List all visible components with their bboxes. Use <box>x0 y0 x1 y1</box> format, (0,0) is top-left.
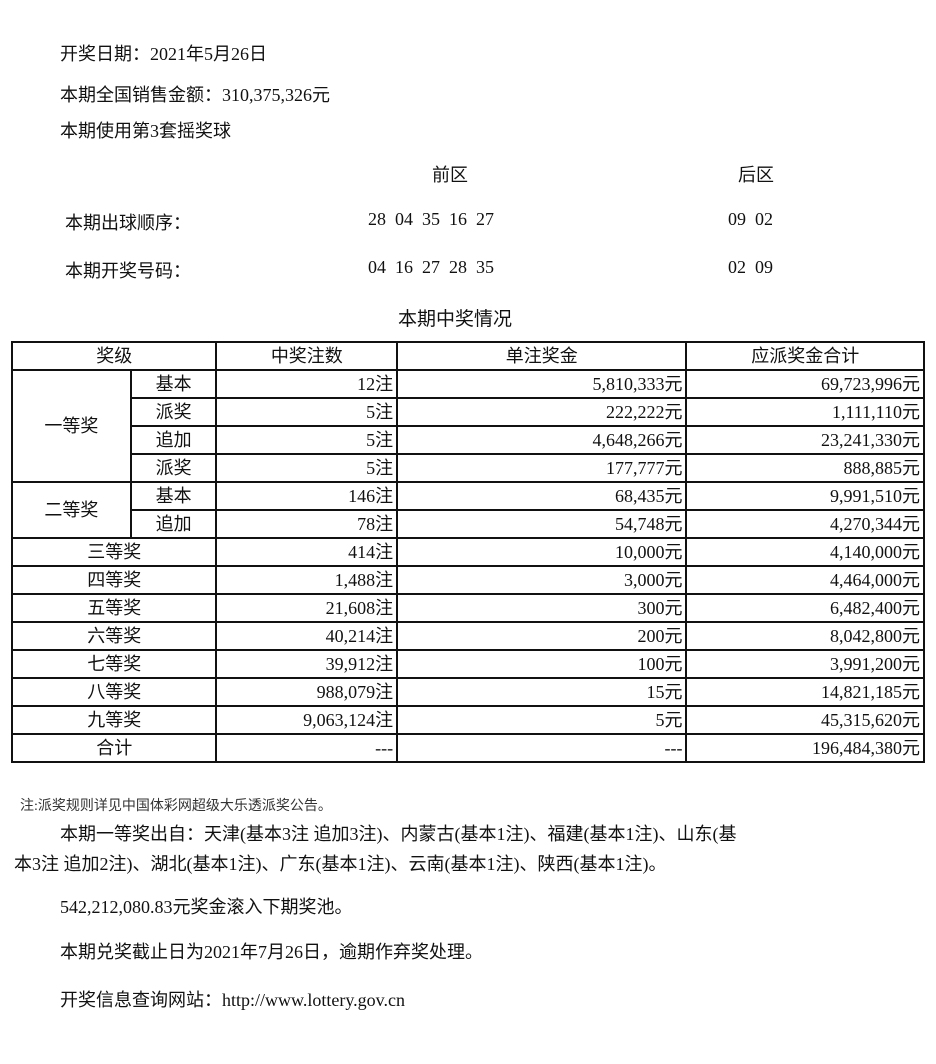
header-count: 中奖注数 <box>215 341 399 371</box>
front-zone-label: 前区 <box>432 165 468 185</box>
unit-prize: 200元 <box>396 621 688 651</box>
prize-sublevel: 派奖 <box>129 397 218 427</box>
total-prize: 888,885元 <box>685 453 925 483</box>
winner-count: 414注 <box>215 537 399 567</box>
prize-level: 八等奖 <box>10 677 218 707</box>
table-row: 二等奖 基本 146注 68,435元 9,991,510元 <box>11 481 925 539</box>
table-row: 追加 5注 4,648,266元 23,241,330元 <box>12 425 925 455</box>
prize-level: 四等奖 <box>10 565 218 595</box>
winner-count: 21,608注 <box>215 593 399 623</box>
total-prize: 4,464,000元 <box>685 565 925 595</box>
prize-table: 奖级 中奖注数 单注奖金 应派奖金合计 一等奖 基本 12注 5,810,333元 69… <box>10 341 925 763</box>
draw-order-back: 09 02 <box>728 209 773 229</box>
header-total: 应派奖金合计 <box>685 341 925 371</box>
winner-count: 1,488注 <box>215 565 399 595</box>
ball-set: 本期使用第3套摇奖球 <box>60 121 231 141</box>
unit-prize: 222,222元 <box>396 397 688 427</box>
jackpot-pool: 542,212,080.83元奖金滚入下期奖池。 <box>60 897 353 917</box>
total-prize: 4,140,000元 <box>685 537 925 567</box>
table-row: 五等奖 21,608注 300元 6,482,400元 <box>10 593 925 623</box>
prize-sublevel: 追加 <box>129 425 218 455</box>
table-row: 九等奖 9,063,124注 5元 45,315,620元 <box>10 705 925 735</box>
prize-level: 六等奖 <box>10 621 218 651</box>
table-title: 本期中奖情况 <box>398 309 513 330</box>
total-prize: 4,270,344元 <box>685 509 925 539</box>
total-prize: 23,241,330元 <box>685 425 925 455</box>
winner-count: 5注 <box>215 425 399 455</box>
unit-prize: 10,000元 <box>396 537 688 567</box>
table-row: 七等奖 39,912注 100元 3,991,200元 <box>10 649 925 679</box>
table-row: 六等奖 40,214注 200元 8,042,800元 <box>10 621 925 651</box>
draw-date: 开奖日期：2021年5月26日 <box>60 44 267 64</box>
unit-prize: 100元 <box>396 649 688 679</box>
winner-count: 988,079注 <box>215 677 399 707</box>
unit-prize: 300元 <box>396 593 688 623</box>
unit-prize: 15元 <box>396 677 688 707</box>
winner-count: 5注 <box>215 397 399 427</box>
total-prize: 196,484,380元 <box>685 733 925 763</box>
table-row: 三等奖 414注 10,000元 4,140,000元 <box>10 537 925 567</box>
header-unit: 单注奖金 <box>396 341 688 371</box>
table-row: 合计 --- --- 196,484,380元 <box>10 733 925 763</box>
total-prize: 45,315,620元 <box>685 705 925 735</box>
prize-level: 九等奖 <box>10 705 218 735</box>
table-row: 一等奖 基本 12注 5,810,333元 69,723,996元 <box>11 369 925 483</box>
sales-amount: 本期全国销售金额：310,375,326元 <box>60 85 330 105</box>
footnote: 注:派奖规则详见中国体彩网超级大乐透派奖公告。 <box>20 799 332 814</box>
winning-numbers-label: 本期开奖号码： <box>65 261 191 281</box>
winner-count: 12注 <box>215 369 399 399</box>
table-row: 追加 78注 54,748元 4,270,344元 <box>12 509 925 539</box>
prize-level: 一等奖 <box>11 369 132 483</box>
prize-level: 七等奖 <box>10 649 218 679</box>
draw-order-label: 本期出球顺序： <box>65 213 191 233</box>
table-row: 四等奖 1,488注 3,000元 4,464,000元 <box>10 565 925 595</box>
winner-count: 78注 <box>215 509 399 539</box>
unit-prize: 5,810,333元 <box>396 369 688 399</box>
prize-level: 二等奖 <box>11 481 132 539</box>
prize-sublevel: 基本 <box>129 481 218 511</box>
unit-prize: 5元 <box>396 705 688 735</box>
winning-numbers-back: 02 09 <box>728 257 773 277</box>
total-prize: 14,821,185元 <box>685 677 925 707</box>
winners-line-2: 本3注 追加2注)、湖北(基本1注)、广东(基本1注)、云南(基本1注)、陕西(… <box>14 854 667 874</box>
total-prize: 6,482,400元 <box>685 593 925 623</box>
claim-deadline: 本期兑奖截止日为2021年7月26日，逾期作弃奖处理。 <box>60 942 483 962</box>
unit-prize: 68,435元 <box>396 481 688 511</box>
unit-prize: 177,777元 <box>396 453 688 483</box>
winner-count: 40,214注 <box>215 621 399 651</box>
prize-level: 合计 <box>10 733 218 763</box>
unit-prize: --- <box>396 733 688 763</box>
table-header-row: 奖级 中奖注数 单注奖金 应派奖金合计 <box>10 341 925 371</box>
prize-sublevel: 基本 <box>129 369 218 399</box>
total-prize: 69,723,996元 <box>685 369 925 399</box>
table-row: 派奖 5注 177,777元 888,885元 <box>12 453 925 483</box>
table-row: 八等奖 988,079注 15元 14,821,185元 <box>10 677 925 707</box>
winner-count: 5注 <box>215 453 399 483</box>
total-prize: 8,042,800元 <box>685 621 925 651</box>
winner-count: 9,063,124注 <box>215 705 399 735</box>
unit-prize: 4,648,266元 <box>396 425 688 455</box>
table-row: 派奖 5注 222,222元 1,111,110元 <box>12 397 925 427</box>
prize-sublevel: 追加 <box>129 509 218 539</box>
winner-count: 146注 <box>215 481 399 511</box>
winner-count: --- <box>215 733 399 763</box>
unit-prize: 3,000元 <box>396 565 688 595</box>
header-level: 奖级 <box>10 341 218 371</box>
prize-level: 三等奖 <box>10 537 218 567</box>
draw-order-front: 28 04 35 16 27 <box>368 209 494 229</box>
winners-line-1: 本期一等奖出自：天津(基本3注 追加3注)、内蒙古(基本1注)、福建(基本1注)… <box>60 824 737 844</box>
website-info: 开奖信息查询网站：http://www.lottery.gov.cn <box>60 990 405 1010</box>
total-prize: 9,991,510元 <box>685 481 925 511</box>
prize-sublevel: 派奖 <box>129 453 218 483</box>
total-prize: 3,991,200元 <box>685 649 925 679</box>
unit-prize: 54,748元 <box>396 509 688 539</box>
winning-numbers-front: 04 16 27 28 35 <box>368 257 494 277</box>
prize-level: 五等奖 <box>10 593 218 623</box>
total-prize: 1,111,110元 <box>685 397 925 427</box>
winner-count: 39,912注 <box>215 649 399 679</box>
back-zone-label: 后区 <box>738 165 774 185</box>
